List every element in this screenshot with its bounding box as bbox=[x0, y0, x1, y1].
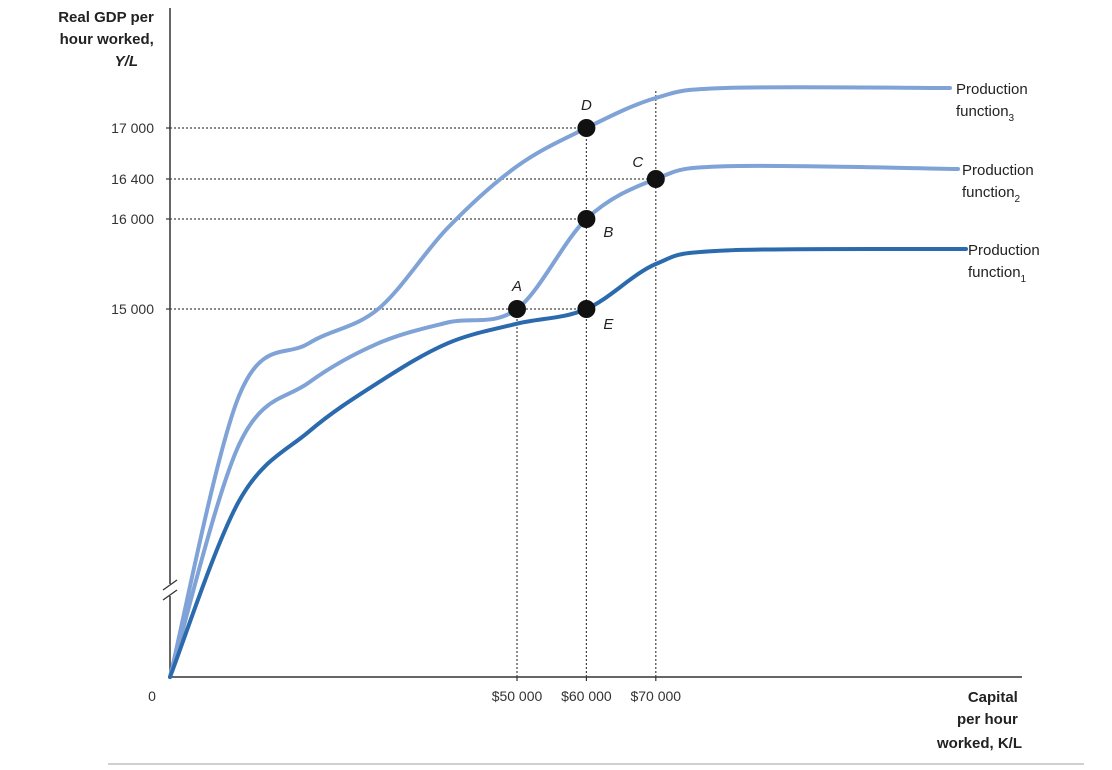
series-label-subscript: 3 bbox=[1009, 113, 1015, 124]
point-B bbox=[577, 210, 596, 228]
series-label-2: Production function2 bbox=[962, 162, 1034, 205]
bottom-divider bbox=[108, 763, 1084, 765]
x-tick-label: $50 000 bbox=[492, 688, 543, 704]
y-tick-label: 15 000 bbox=[111, 301, 154, 317]
series-label-line-1: Production bbox=[968, 242, 1040, 259]
series-line-3 bbox=[168, 246, 968, 679]
axis-break-marker bbox=[162, 579, 178, 601]
point-label-B: B bbox=[603, 224, 613, 241]
point-E bbox=[577, 300, 596, 318]
series-label-subscript: 1 bbox=[1021, 274, 1027, 285]
x-axis-label-line-3: worked, K/L bbox=[936, 735, 1022, 752]
point-label-D: D bbox=[581, 97, 592, 114]
series-label-line-2: function bbox=[956, 103, 1009, 120]
series-label-1: Production function3 bbox=[956, 81, 1028, 124]
point-label-C: C bbox=[632, 154, 643, 171]
series-label-line-2: function bbox=[968, 264, 1021, 281]
x-axis-label: Capital per hour worked, K/L bbox=[936, 689, 1022, 752]
point-D bbox=[577, 119, 596, 137]
origin-label: 0 bbox=[148, 688, 156, 704]
point-A bbox=[508, 300, 526, 318]
series-label-line-2: function bbox=[962, 184, 1015, 201]
y-tick-label: 16 400 bbox=[111, 171, 154, 187]
y-axis-label-line-1: Real GDP per bbox=[58, 9, 154, 26]
series-label-3: Production function1 bbox=[968, 242, 1040, 285]
series-line-1 bbox=[168, 85, 952, 679]
point-C bbox=[646, 170, 665, 188]
x-axis-label-line-1: Capital bbox=[968, 689, 1018, 706]
y-axis-label-line-2: hour worked, bbox=[60, 31, 154, 48]
series-label-line-1: Production bbox=[962, 162, 1034, 179]
x-tick-label: $70 000 bbox=[630, 688, 681, 704]
x-axis-label-line-2: per hour bbox=[957, 711, 1018, 728]
point-label-E: E bbox=[603, 316, 614, 333]
y-axis-label-line-3: Y/L bbox=[115, 53, 138, 70]
curves bbox=[168, 85, 968, 679]
labeled-points: A B C D E bbox=[508, 97, 665, 333]
series-label-subscript: 2 bbox=[1015, 194, 1021, 205]
series-line-2 bbox=[168, 163, 960, 679]
axis-ticks: 17 000 16 400 16 000 15 000 $50 000 $60 000 $7… bbox=[111, 120, 681, 704]
y-tick-label: 17 000 bbox=[111, 120, 154, 136]
x-tick-label: $60 000 bbox=[561, 688, 612, 704]
y-axis-label: Real GDP per hour worked, Y/L bbox=[58, 9, 158, 70]
point-label-A: A bbox=[511, 278, 522, 295]
series-label-line-1: Production bbox=[956, 81, 1028, 98]
y-tick-label: 16 000 bbox=[111, 211, 154, 227]
